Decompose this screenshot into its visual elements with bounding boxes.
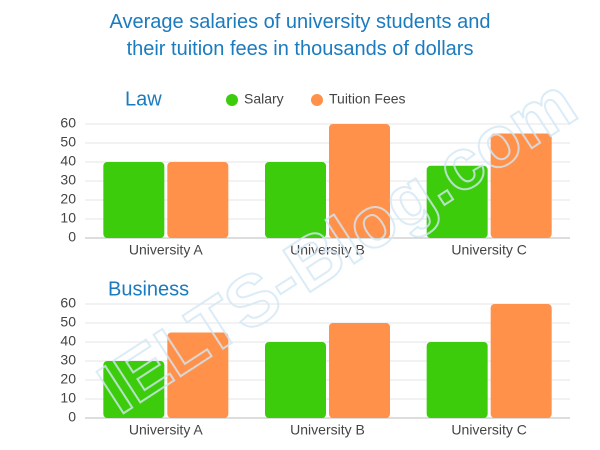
y-tick-label: 0 bbox=[68, 229, 76, 245]
chart-title: Law bbox=[125, 88, 162, 110]
legend-swatch bbox=[311, 94, 323, 106]
legend-label: Salary bbox=[244, 91, 284, 107]
y-tick-label: 10 bbox=[60, 390, 76, 406]
y-tick-label: 60 bbox=[60, 295, 76, 311]
bar bbox=[265, 342, 326, 418]
y-tick-label: 30 bbox=[60, 352, 76, 368]
bar bbox=[490, 304, 552, 418]
bar bbox=[426, 165, 488, 238]
x-tick-label: University C bbox=[451, 242, 526, 258]
x-tick-label: University A bbox=[129, 422, 204, 438]
y-tick-label: 50 bbox=[60, 134, 76, 150]
y-tick-label: 50 bbox=[60, 314, 76, 330]
legend-swatch bbox=[226, 94, 238, 106]
bar bbox=[329, 323, 390, 418]
y-tick-label: 40 bbox=[60, 333, 76, 349]
bar bbox=[265, 162, 326, 238]
y-tick-label: 0 bbox=[68, 409, 76, 425]
y-tick-label: 20 bbox=[60, 371, 76, 387]
chart-title: Business bbox=[108, 278, 189, 300]
bar bbox=[167, 332, 229, 418]
page-title: Average salaries of university students … bbox=[109, 11, 491, 60]
bar bbox=[329, 124, 390, 238]
x-tick-label: University B bbox=[290, 242, 365, 258]
y-tick-label: 20 bbox=[60, 191, 76, 207]
x-tick-label: University C bbox=[451, 422, 526, 438]
y-tick-label: 30 bbox=[60, 172, 76, 188]
bar bbox=[426, 342, 488, 418]
bar bbox=[167, 162, 229, 238]
y-tick-label: 10 bbox=[60, 210, 76, 226]
bar bbox=[103, 162, 165, 238]
legend-label: Tuition Fees bbox=[329, 91, 406, 107]
x-tick-label: University A bbox=[129, 242, 204, 258]
bar bbox=[490, 133, 552, 238]
x-tick-label: University B bbox=[290, 422, 365, 438]
y-tick-label: 60 bbox=[60, 115, 76, 131]
bar bbox=[103, 361, 165, 418]
y-tick-label: 40 bbox=[60, 153, 76, 169]
